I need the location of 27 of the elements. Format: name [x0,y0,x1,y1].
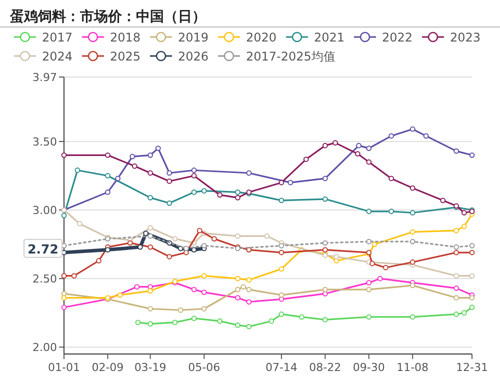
y-tick-label: 3.97 [32,71,57,84]
x-tick-label: 12-31 [456,361,488,374]
legend-label: 2018 [110,30,141,44]
legend-label: 2021 [314,30,345,44]
chart-title: 蛋鸡饲料：市场价：中国（日） [9,8,206,25]
legend-label: 2017-2025均值 [246,50,336,64]
x-tick-label: 03-19 [134,361,166,374]
x-tick-label: 11-08 [396,361,429,374]
x-tick-label: 02-09 [92,361,124,374]
legend-label: 2022 [382,30,413,44]
x-tick-label: 07-14 [265,361,298,374]
annotation: 2.72 [28,241,58,256]
legend-label: 2026 [178,50,209,64]
legend-label: 2020 [246,30,277,44]
x-tick-label: 01-01 [48,361,80,374]
y-tick-label: 2.00 [32,341,57,354]
y-tick-label: 3.00 [32,204,57,218]
x-tick-label: 09-30 [352,361,385,374]
legend-label: 2025 [110,50,141,64]
x-tick-label: 05-06 [188,361,220,374]
y-tick-label: 3.50 [32,135,57,148]
legend-label: 2023 [450,30,481,44]
legend-label: 2019 [178,30,209,44]
legend-label: 2017 [42,30,73,44]
y-tick-label: 2.50 [32,272,57,286]
x-tick-label: 08-22 [309,361,342,374]
legend-label: 2024 [42,50,73,64]
